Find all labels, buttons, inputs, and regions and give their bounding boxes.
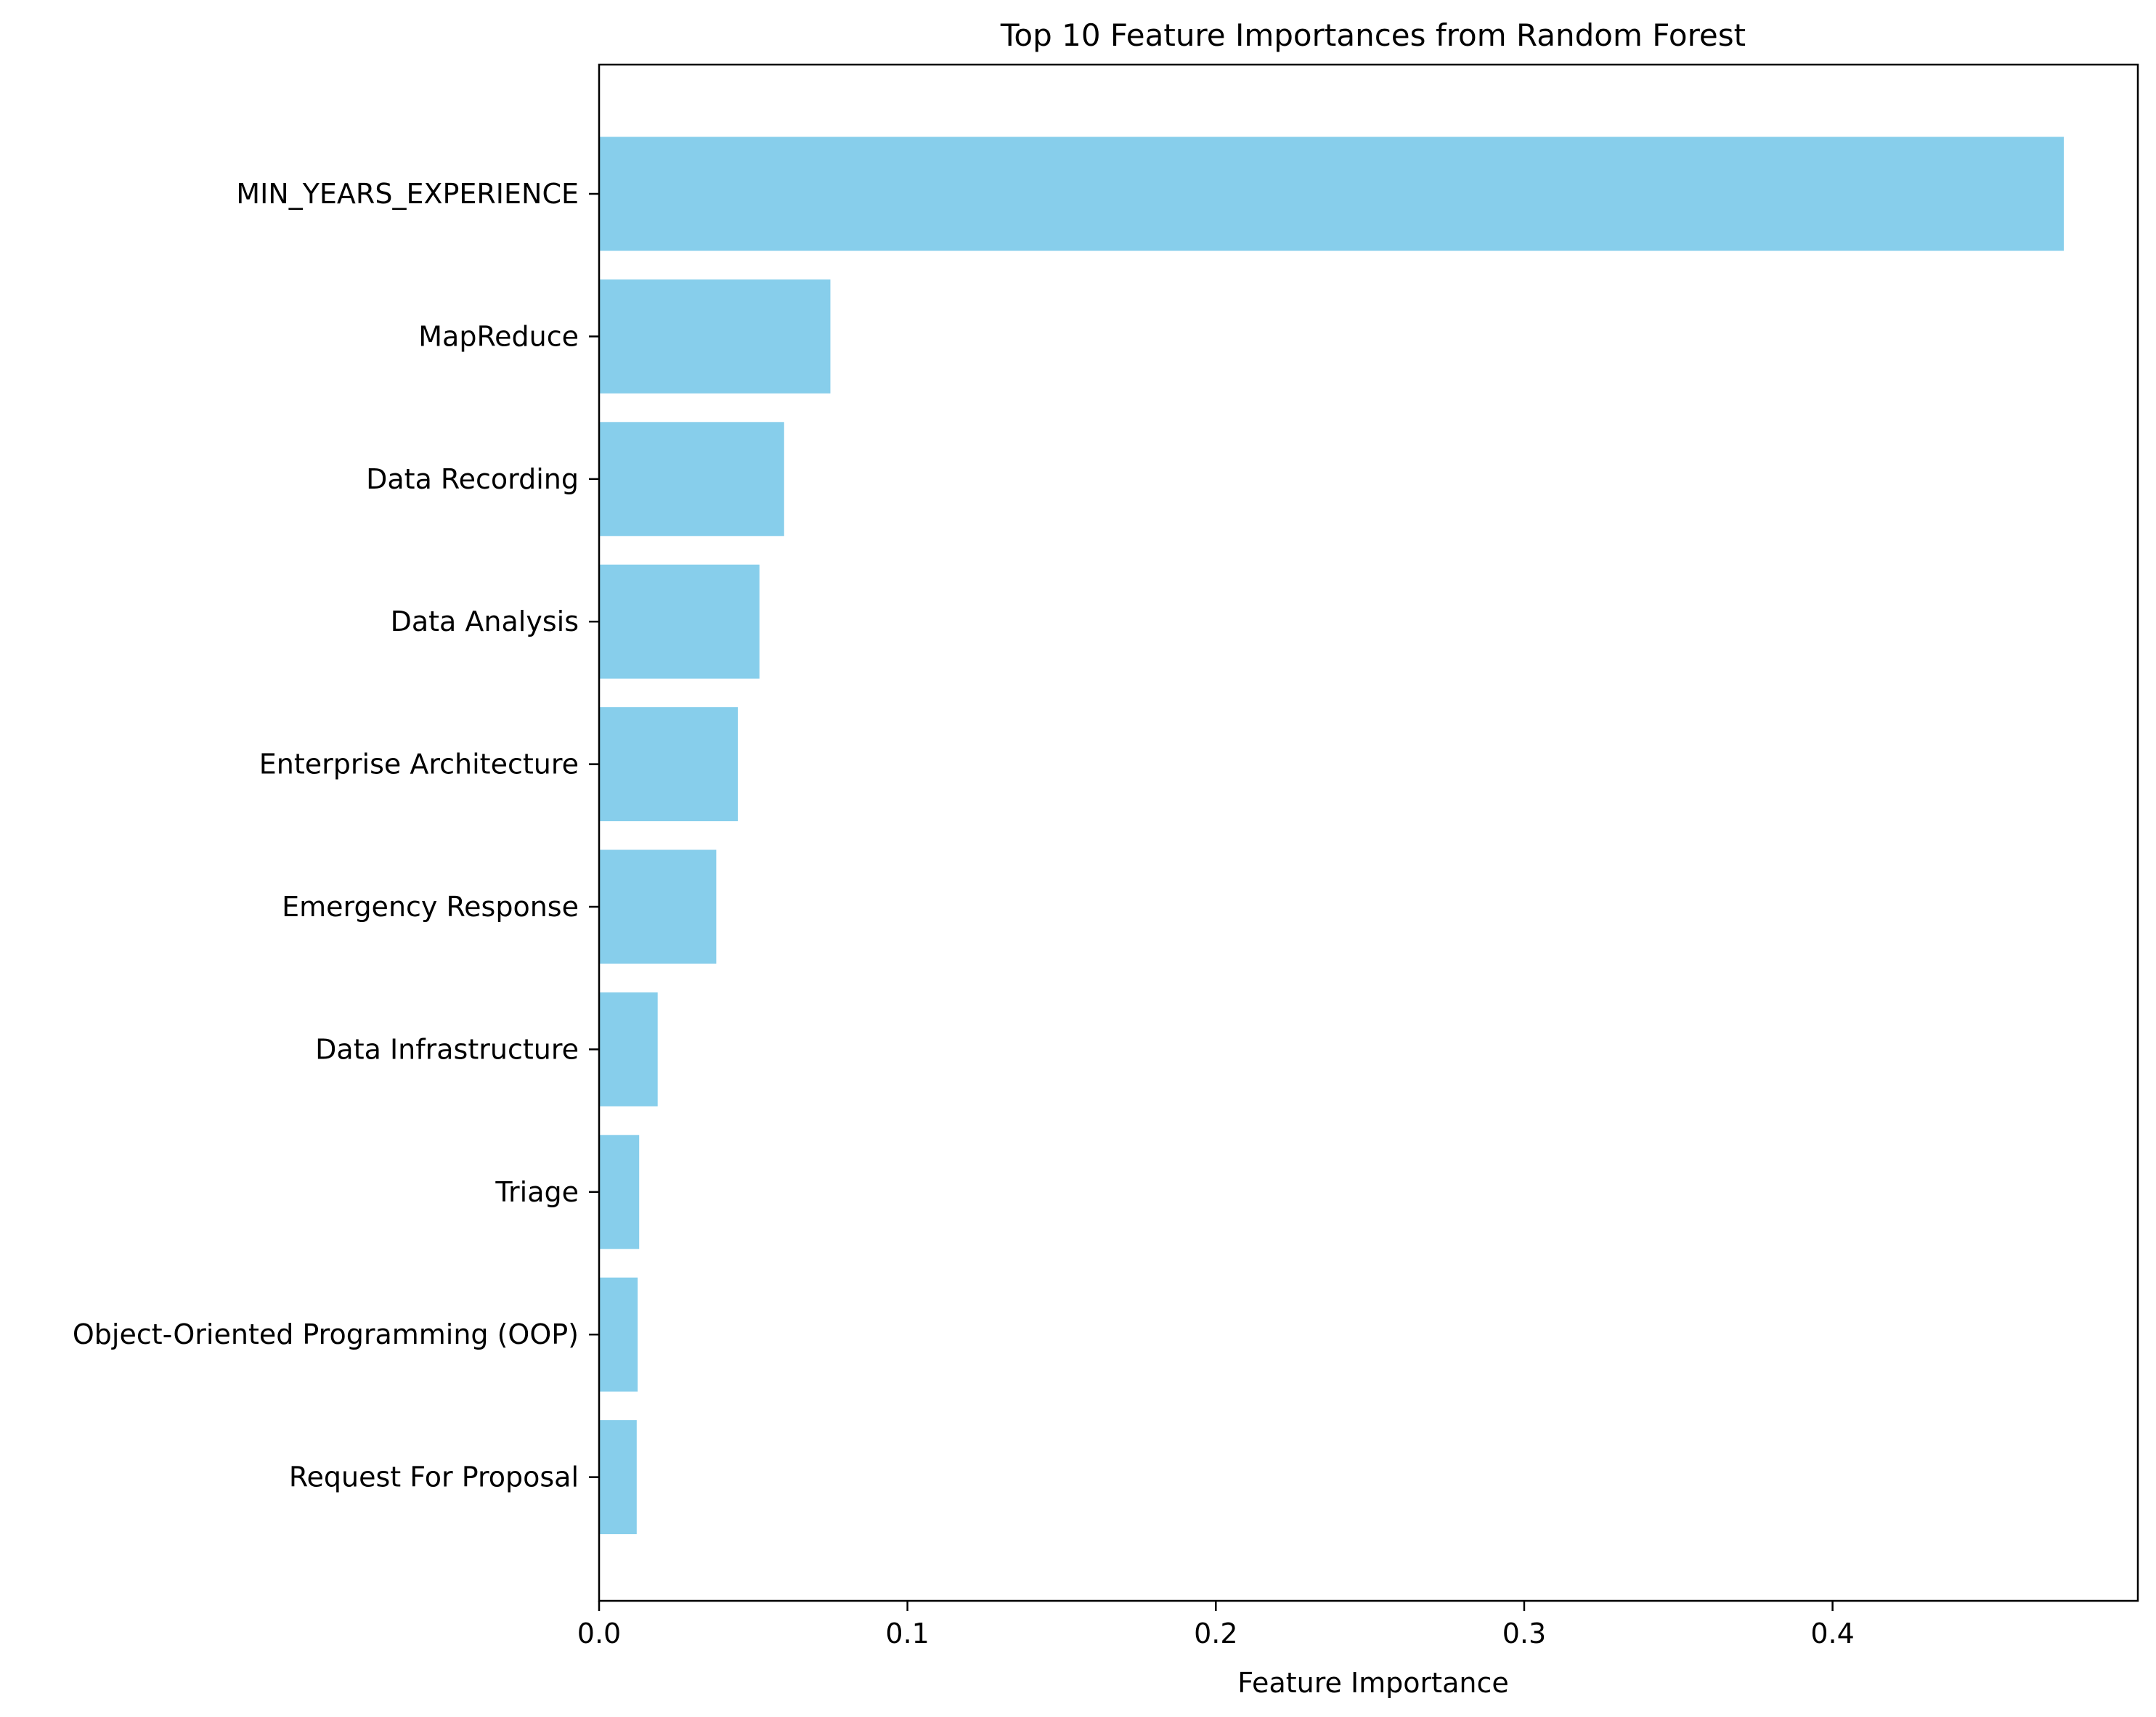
plot-area-frame xyxy=(598,63,2139,1602)
y-tick-label: MapReduce xyxy=(418,320,579,352)
bar-min-years-experience xyxy=(599,136,2065,251)
bar-enterprise-architecture xyxy=(599,707,739,822)
bar-triage xyxy=(599,1135,640,1249)
x-tick-label: 0.3 xyxy=(1502,1618,1546,1649)
bar-data-recording xyxy=(599,422,784,537)
bar-data-infrastructure xyxy=(599,992,658,1106)
bar-mapreduce xyxy=(599,279,831,393)
y-tick-label: Data Analysis xyxy=(391,605,579,637)
bar-object-oriented-programming-oop xyxy=(599,1277,638,1392)
x-axis-label: Feature Importance xyxy=(1237,1667,1508,1699)
bars-group xyxy=(599,136,2065,1535)
y-ticks-group: MIN_YEARS_EXPERIENCE MapReduce Data Record… xyxy=(73,178,599,1493)
y-tick-label: Enterprise Architecture xyxy=(259,749,579,780)
y-tick-label: Triage xyxy=(495,1176,579,1208)
x-tick-label: 0.0 xyxy=(577,1618,621,1649)
x-tick-label: 0.4 xyxy=(1810,1618,1854,1649)
chart-title: Top 10 Feature Importances from Random F… xyxy=(1000,17,1746,53)
y-tick-label: Object-Oriented Programming (OOP) xyxy=(73,1318,579,1350)
y-tick-label: Data Infrastructure xyxy=(315,1033,579,1065)
x-ticks-group: 0.0 0.1 0.2 0.3 0.4 xyxy=(577,1601,1855,1649)
bar-emergency-response xyxy=(599,849,717,964)
x-tick-label: 0.2 xyxy=(1194,1618,1237,1649)
bar-data-analysis xyxy=(599,564,760,679)
bar-request-for-proposal xyxy=(599,1420,637,1535)
y-tick-label: Emergency Response xyxy=(282,891,579,923)
x-tick-label: 0.1 xyxy=(885,1618,929,1649)
y-tick-label: Data Recording xyxy=(366,463,579,495)
y-tick-label: Request For Proposal xyxy=(289,1461,579,1493)
y-tick-label: MIN_YEARS_EXPERIENCE xyxy=(236,178,579,210)
